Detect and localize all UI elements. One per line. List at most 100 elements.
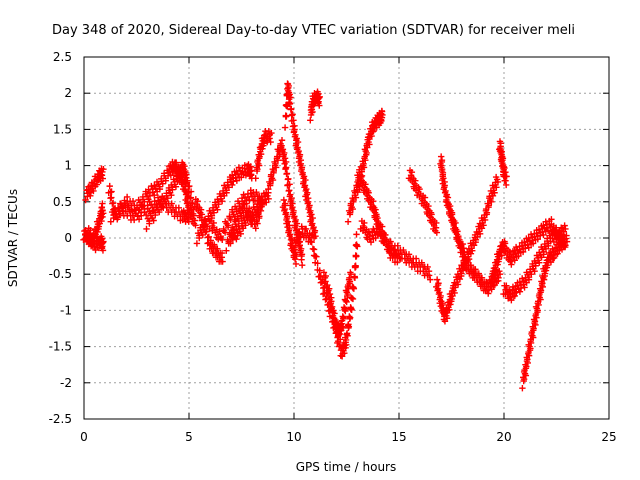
data-point xyxy=(281,155,289,162)
data-point xyxy=(372,234,379,242)
data-point xyxy=(129,197,137,205)
data-point xyxy=(528,271,535,278)
data-point xyxy=(284,213,291,220)
data-point xyxy=(544,227,552,234)
data-point xyxy=(229,181,236,189)
data-point xyxy=(106,182,113,190)
data-point xyxy=(250,212,257,219)
data-point xyxy=(464,257,471,265)
data-point xyxy=(100,210,107,217)
x-tick-label: 20 xyxy=(496,430,511,444)
data-point xyxy=(281,205,288,213)
data-point xyxy=(456,275,464,283)
data-point xyxy=(100,238,107,245)
data-point xyxy=(169,186,176,193)
data-point xyxy=(189,199,196,207)
data-point xyxy=(208,214,216,222)
data-point xyxy=(343,341,350,348)
data-point xyxy=(437,292,444,300)
data-point xyxy=(344,292,351,300)
data-point xyxy=(511,292,518,300)
data-point xyxy=(151,191,158,199)
data-point xyxy=(94,228,101,236)
y-axis-label: SDTVAR / TECUs xyxy=(6,189,20,287)
data-point xyxy=(328,303,336,310)
data-point xyxy=(198,211,206,218)
data-point xyxy=(313,253,320,260)
data-point xyxy=(496,271,504,278)
data-point xyxy=(200,226,208,233)
data-point xyxy=(257,150,265,158)
data-point xyxy=(227,240,234,247)
series-x xyxy=(433,173,502,325)
data-point xyxy=(151,182,158,189)
data-point xyxy=(515,252,522,260)
data-point xyxy=(293,220,301,227)
data-point xyxy=(191,217,198,224)
data-point xyxy=(448,298,455,305)
data-point xyxy=(502,181,510,189)
data-point xyxy=(488,198,495,205)
y-tick-label: 2.5 xyxy=(53,50,72,64)
data-point xyxy=(447,301,454,308)
series-h xyxy=(193,161,255,247)
data-point xyxy=(183,207,191,215)
data-point xyxy=(425,272,433,279)
series-e xyxy=(107,194,192,225)
data-point xyxy=(196,234,203,242)
data-point xyxy=(296,151,304,158)
data-point xyxy=(451,284,459,291)
data-point xyxy=(197,206,205,213)
data-point xyxy=(435,280,442,287)
data-point xyxy=(365,189,372,196)
y-tick-label: -0.5 xyxy=(49,267,72,281)
series-s xyxy=(353,107,386,189)
data-point xyxy=(478,274,486,282)
data-point xyxy=(350,198,357,205)
data-point xyxy=(405,251,413,258)
data-point xyxy=(381,231,389,239)
series-v xyxy=(405,167,440,236)
data-point xyxy=(192,222,199,229)
data-point xyxy=(349,295,357,303)
data-point xyxy=(372,206,379,213)
data-point xyxy=(183,171,190,178)
data-point xyxy=(282,209,290,216)
data-point xyxy=(345,285,352,292)
data-point xyxy=(472,239,479,246)
data-point xyxy=(540,251,547,258)
data-point xyxy=(424,263,431,271)
data-point xyxy=(287,191,294,198)
data-point xyxy=(525,352,533,359)
data-point xyxy=(501,240,509,247)
y-tick-label: 2 xyxy=(64,86,72,100)
data-point xyxy=(186,182,193,190)
data-point xyxy=(543,264,551,271)
data-point xyxy=(168,200,175,207)
data-point xyxy=(322,278,329,285)
data-point xyxy=(307,207,314,215)
data-point xyxy=(433,276,441,283)
data-point xyxy=(534,309,541,316)
data-point xyxy=(99,200,106,207)
data-point xyxy=(247,163,254,170)
data-point xyxy=(297,245,305,253)
data-point xyxy=(291,246,298,253)
data-point xyxy=(412,177,419,184)
y-tick-label: -2.5 xyxy=(49,412,72,426)
y-tick-label: 1 xyxy=(64,159,72,173)
data-point xyxy=(289,204,296,211)
data-point xyxy=(348,306,355,313)
data-point xyxy=(458,272,465,280)
series-z xyxy=(496,138,510,189)
data-point xyxy=(307,117,314,124)
data-point xyxy=(342,307,349,315)
data-point xyxy=(156,208,163,216)
data-point xyxy=(184,177,191,184)
data-point xyxy=(108,188,115,195)
data-point xyxy=(214,206,221,213)
data-point xyxy=(291,126,298,133)
data-point xyxy=(288,105,295,113)
data-point xyxy=(117,201,125,208)
data-point xyxy=(280,196,288,204)
